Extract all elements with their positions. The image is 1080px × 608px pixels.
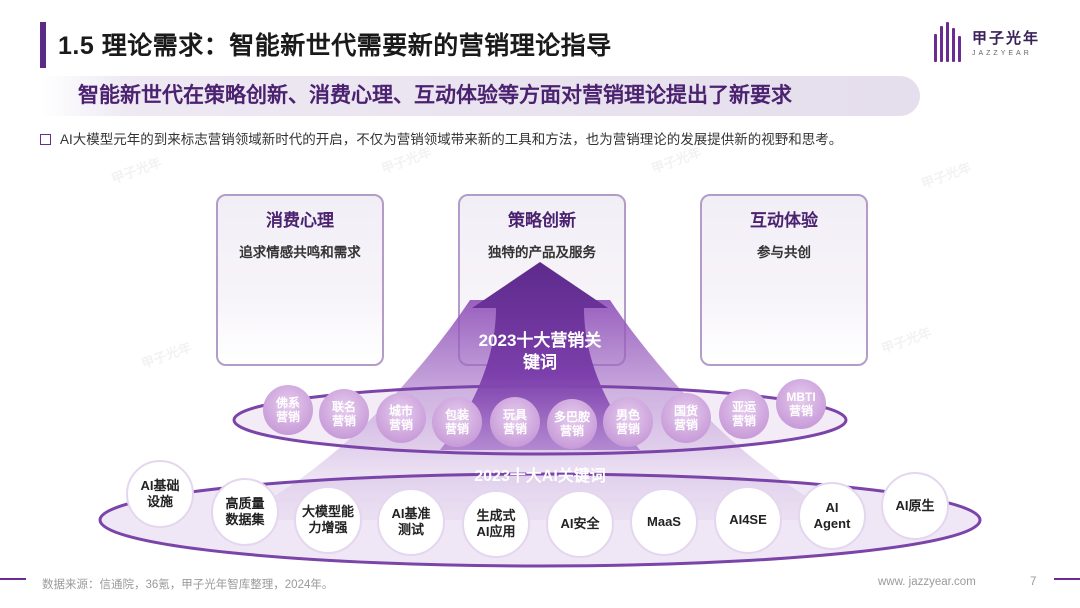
ai-keyword-circle: [294, 486, 362, 554]
keyword-label: AI安全: [560, 516, 600, 531]
keyword-label: 力增强: [308, 520, 347, 535]
keyword-label: AI原生: [895, 498, 934, 513]
keyword-label: 营销: [732, 413, 756, 428]
keyword-label: 营销: [616, 421, 640, 436]
keyword-label: 男色: [616, 407, 640, 422]
marketing-keyword-bubble: [547, 399, 597, 449]
marketing-keyword-bubble: [719, 389, 769, 439]
keyword-label: MBTI: [786, 390, 815, 404]
card-desc: 参与共创: [757, 245, 811, 260]
keyword-label: AI应用: [476, 524, 515, 539]
card-desc: 追求情感共鸣和需求: [239, 245, 361, 260]
keyword-label: 营销: [389, 417, 413, 432]
ai-keyword-circle: [714, 486, 782, 554]
logo-bars-icon: [933, 22, 964, 62]
card-consumer-psychology: 消费心理 追求情感共鸣和需求: [216, 194, 384, 366]
ai-keyword-circle: [126, 460, 194, 528]
bullet-square-icon: [40, 134, 51, 145]
keyword-label: 营销: [674, 417, 698, 432]
logo-name-en: JAZZYEAR: [971, 50, 1032, 57]
keyword-label: 多巴胺: [554, 409, 590, 424]
keyword-label: MaaS: [647, 514, 681, 529]
keyword-label: 数据集: [225, 512, 265, 527]
keyword-label: 营销: [503, 421, 527, 436]
keyword-label: AI基础: [140, 478, 179, 493]
keyword-label: Agent: [814, 516, 852, 531]
keyword-label: 营销: [445, 421, 469, 436]
marketing-keyword-bubble: [776, 379, 826, 429]
keyword-label: AI4SE: [729, 512, 767, 527]
marketing-keyword-bubble: [490, 397, 540, 447]
ai-keyword-circle: [546, 490, 614, 558]
marketing-keyword-bubble: [603, 397, 653, 447]
keyword-label: AI基准: [391, 506, 430, 521]
marketing-keyword-bubble: [263, 385, 313, 435]
keyword-label: 城市: [389, 403, 413, 418]
card-title: 消费心理: [266, 211, 334, 230]
ai-keyword-circle: [798, 482, 866, 550]
arrow-label: 2023十大营销关键词: [478, 331, 602, 372]
ai-keyword-circle: [881, 472, 949, 540]
marketing-keyword-bubble: [661, 393, 711, 443]
website-link[interactable]: www. jazzyear.com: [878, 576, 976, 588]
keyword-label: 营销: [560, 423, 584, 438]
ai-keyword-circle: [462, 490, 530, 558]
keyword-label: 佛系: [275, 395, 300, 410]
ai-keyword-circle: [211, 478, 279, 546]
ai-keywords-title: 2023十大AI关键词: [474, 468, 606, 485]
ai-keyword-circle: [630, 488, 698, 556]
keyword-label: 大模型能: [302, 504, 354, 519]
keyword-label: 生成式: [476, 508, 515, 523]
keyword-label: AI: [826, 500, 839, 515]
keyword-label: 高质量: [225, 496, 264, 511]
footer-line: [1054, 578, 1080, 580]
page-subtitle: 智能新世代在策略创新、消费心理、互动体验等方面对营销理论提出了新要求: [78, 84, 792, 107]
keyword-label: 设施: [147, 494, 173, 509]
keyword-label: 亚运: [732, 400, 756, 414]
page-title: 1.5 理论需求：智能新世代需要新的营销理论指导: [58, 32, 612, 60]
keyword-label: 营销: [789, 403, 813, 418]
marketing-keyword-bubbles: 佛系营销联名营销城市营销包装营销玩具营销多巴胺营销男色营销国货营销亚运营销MBT…: [263, 379, 826, 449]
marketing-keyword-bubble: [319, 389, 369, 439]
keyword-label: 营销: [276, 409, 300, 424]
ai-keyword-circle: [377, 488, 445, 556]
marketing-keyword-bubble: [376, 393, 426, 443]
keyword-label: 玩具: [503, 408, 527, 422]
keyword-label: 测试: [398, 522, 424, 537]
page-number: 7: [1030, 576, 1037, 588]
keyword-label: 联名: [332, 399, 356, 414]
data-source: 数据来源：信通院，36氪，甲子光年智库整理，2024年。: [42, 579, 334, 591]
brand-logo: 甲子光年 JAZZYEAR: [933, 22, 1040, 62]
card-title: 策略创新: [508, 211, 576, 230]
intro-bullet: AI大模型元年的到来标志营销领域新时代的开启，不仅为营销领域带来新的工具和方法，…: [60, 132, 843, 147]
keyword-label: 包装: [444, 407, 469, 422]
card-desc: 独特的产品及服务: [488, 245, 596, 260]
card-title: 互动体验: [750, 211, 818, 230]
keyword-label: 营销: [332, 413, 356, 428]
marketing-keyword-bubble: [432, 397, 482, 447]
keyword-label: 国货: [674, 403, 698, 418]
logo-name: 甲子光年: [971, 30, 1040, 47]
footer-line: [0, 578, 26, 580]
title-accent-bar: [40, 22, 46, 68]
card-interactive-experience: 互动体验 参与共创: [700, 194, 868, 366]
up-arrow: [440, 262, 640, 450]
subtitle-band: [40, 76, 920, 116]
